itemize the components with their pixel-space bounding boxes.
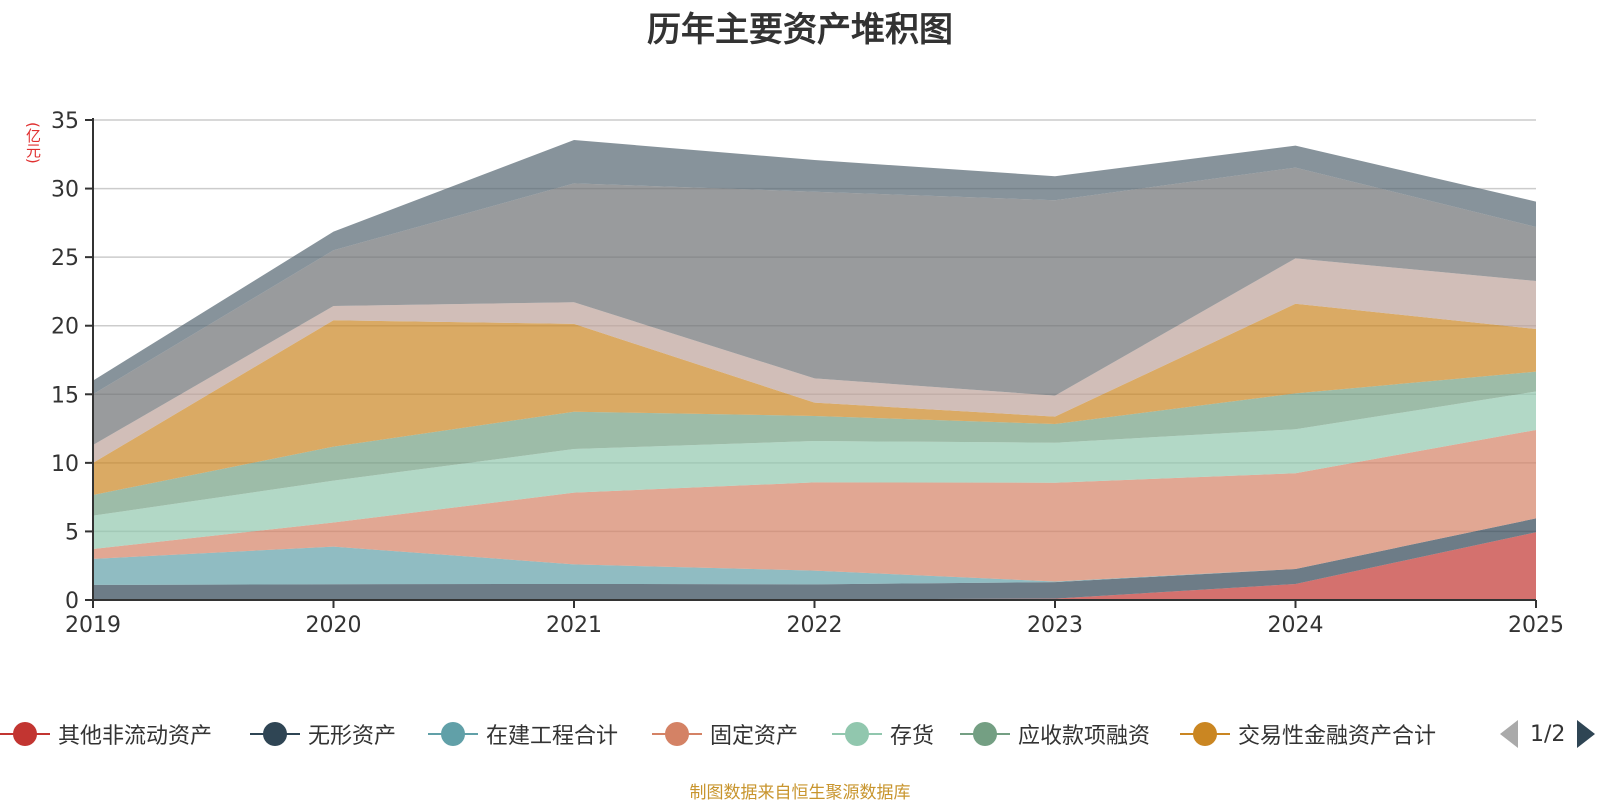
legend-item[interactable]: 其他非流动资产: [0, 716, 212, 752]
legend-item[interactable]: 应收款项融资: [960, 716, 1150, 752]
area-series-2[interactable]: [93, 518, 1536, 600]
legend-next-page-arrow-icon[interactable]: [1577, 720, 1596, 748]
area-series-1[interactable]: [93, 532, 1536, 600]
chart-title: 历年主要资产堆积图: [647, 10, 953, 50]
x-tick-label: 2019: [65, 613, 121, 638]
y-tick-label: 0: [65, 589, 79, 614]
y-tick-label: 20: [51, 315, 79, 340]
area-series-3[interactable]: [93, 518, 1536, 585]
y-tick-label: 35: [51, 109, 79, 134]
x-tick-label: 2024: [1268, 613, 1324, 638]
legend-prev-page-arrow-icon[interactable]: [1500, 720, 1518, 748]
x-tick-label: 2025: [1508, 613, 1564, 638]
legend-label: 在建工程合计: [486, 724, 619, 749]
legend-item[interactable]: 交易性金融资产合计: [1180, 716, 1436, 752]
legend-label: 无形资产: [308, 724, 397, 749]
legend-marker-icon: [0, 716, 50, 752]
y-tick-label: 30: [51, 178, 79, 203]
legend-label: 存货: [890, 724, 935, 749]
legend-marker-icon: [832, 716, 882, 752]
y-tick-label: 5: [65, 520, 79, 545]
legend-item[interactable]: 无形资产: [250, 716, 396, 752]
y-tick-label: 25: [51, 246, 79, 271]
area-series-8[interactable]: [93, 258, 1536, 463]
legend-item[interactable]: 在建工程合计: [428, 716, 618, 752]
legend-marker-icon: [428, 716, 478, 752]
legend-marker-icon: [960, 716, 1010, 752]
data-source-note: 制图数据来自恒生聚源数据库: [689, 783, 911, 803]
legend-item[interactable]: 固定资产: [652, 716, 798, 752]
y-tick-label: 10: [51, 452, 79, 477]
legend-page-indicator: 1/2: [1530, 721, 1566, 747]
legend-label: 交易性金融资产合计: [1238, 724, 1437, 749]
legend-marker-icon: [1180, 716, 1230, 752]
area-series-10[interactable]: [93, 140, 1536, 395]
x-tick-label: 2022: [787, 613, 843, 638]
axes: [85, 118, 1537, 608]
area-series-5[interactable]: [93, 391, 1536, 549]
y-tick-label: 15: [51, 383, 79, 408]
x-tick-label: 2020: [306, 613, 362, 638]
legend: 其他非流动资产 无形资产 在建工程合计 固定资产 存货 应收款项融资 交易性金融资产合计: [0, 716, 1600, 752]
area-series-4[interactable]: [93, 429, 1536, 582]
area-series-7[interactable]: [93, 303, 1536, 495]
area-series: [93, 140, 1536, 600]
area-series-6[interactable]: [93, 371, 1536, 516]
legend-marker-icon: [250, 716, 300, 752]
legend-label: 固定资产: [710, 724, 799, 749]
y-axis-unit-label: (亿元): [24, 122, 42, 164]
x-tick-label: 2023: [1027, 613, 1083, 638]
area-series-9[interactable]: [93, 167, 1536, 446]
x-tick-label: 2021: [546, 613, 602, 638]
legend-marker-icon: [652, 716, 702, 752]
legend-label: 应收款项融资: [1018, 724, 1151, 749]
legend-pager: 1/2: [1500, 716, 1596, 752]
legend-item[interactable]: 存货: [832, 716, 934, 752]
legend-label: 其他非流动资产: [58, 724, 213, 749]
